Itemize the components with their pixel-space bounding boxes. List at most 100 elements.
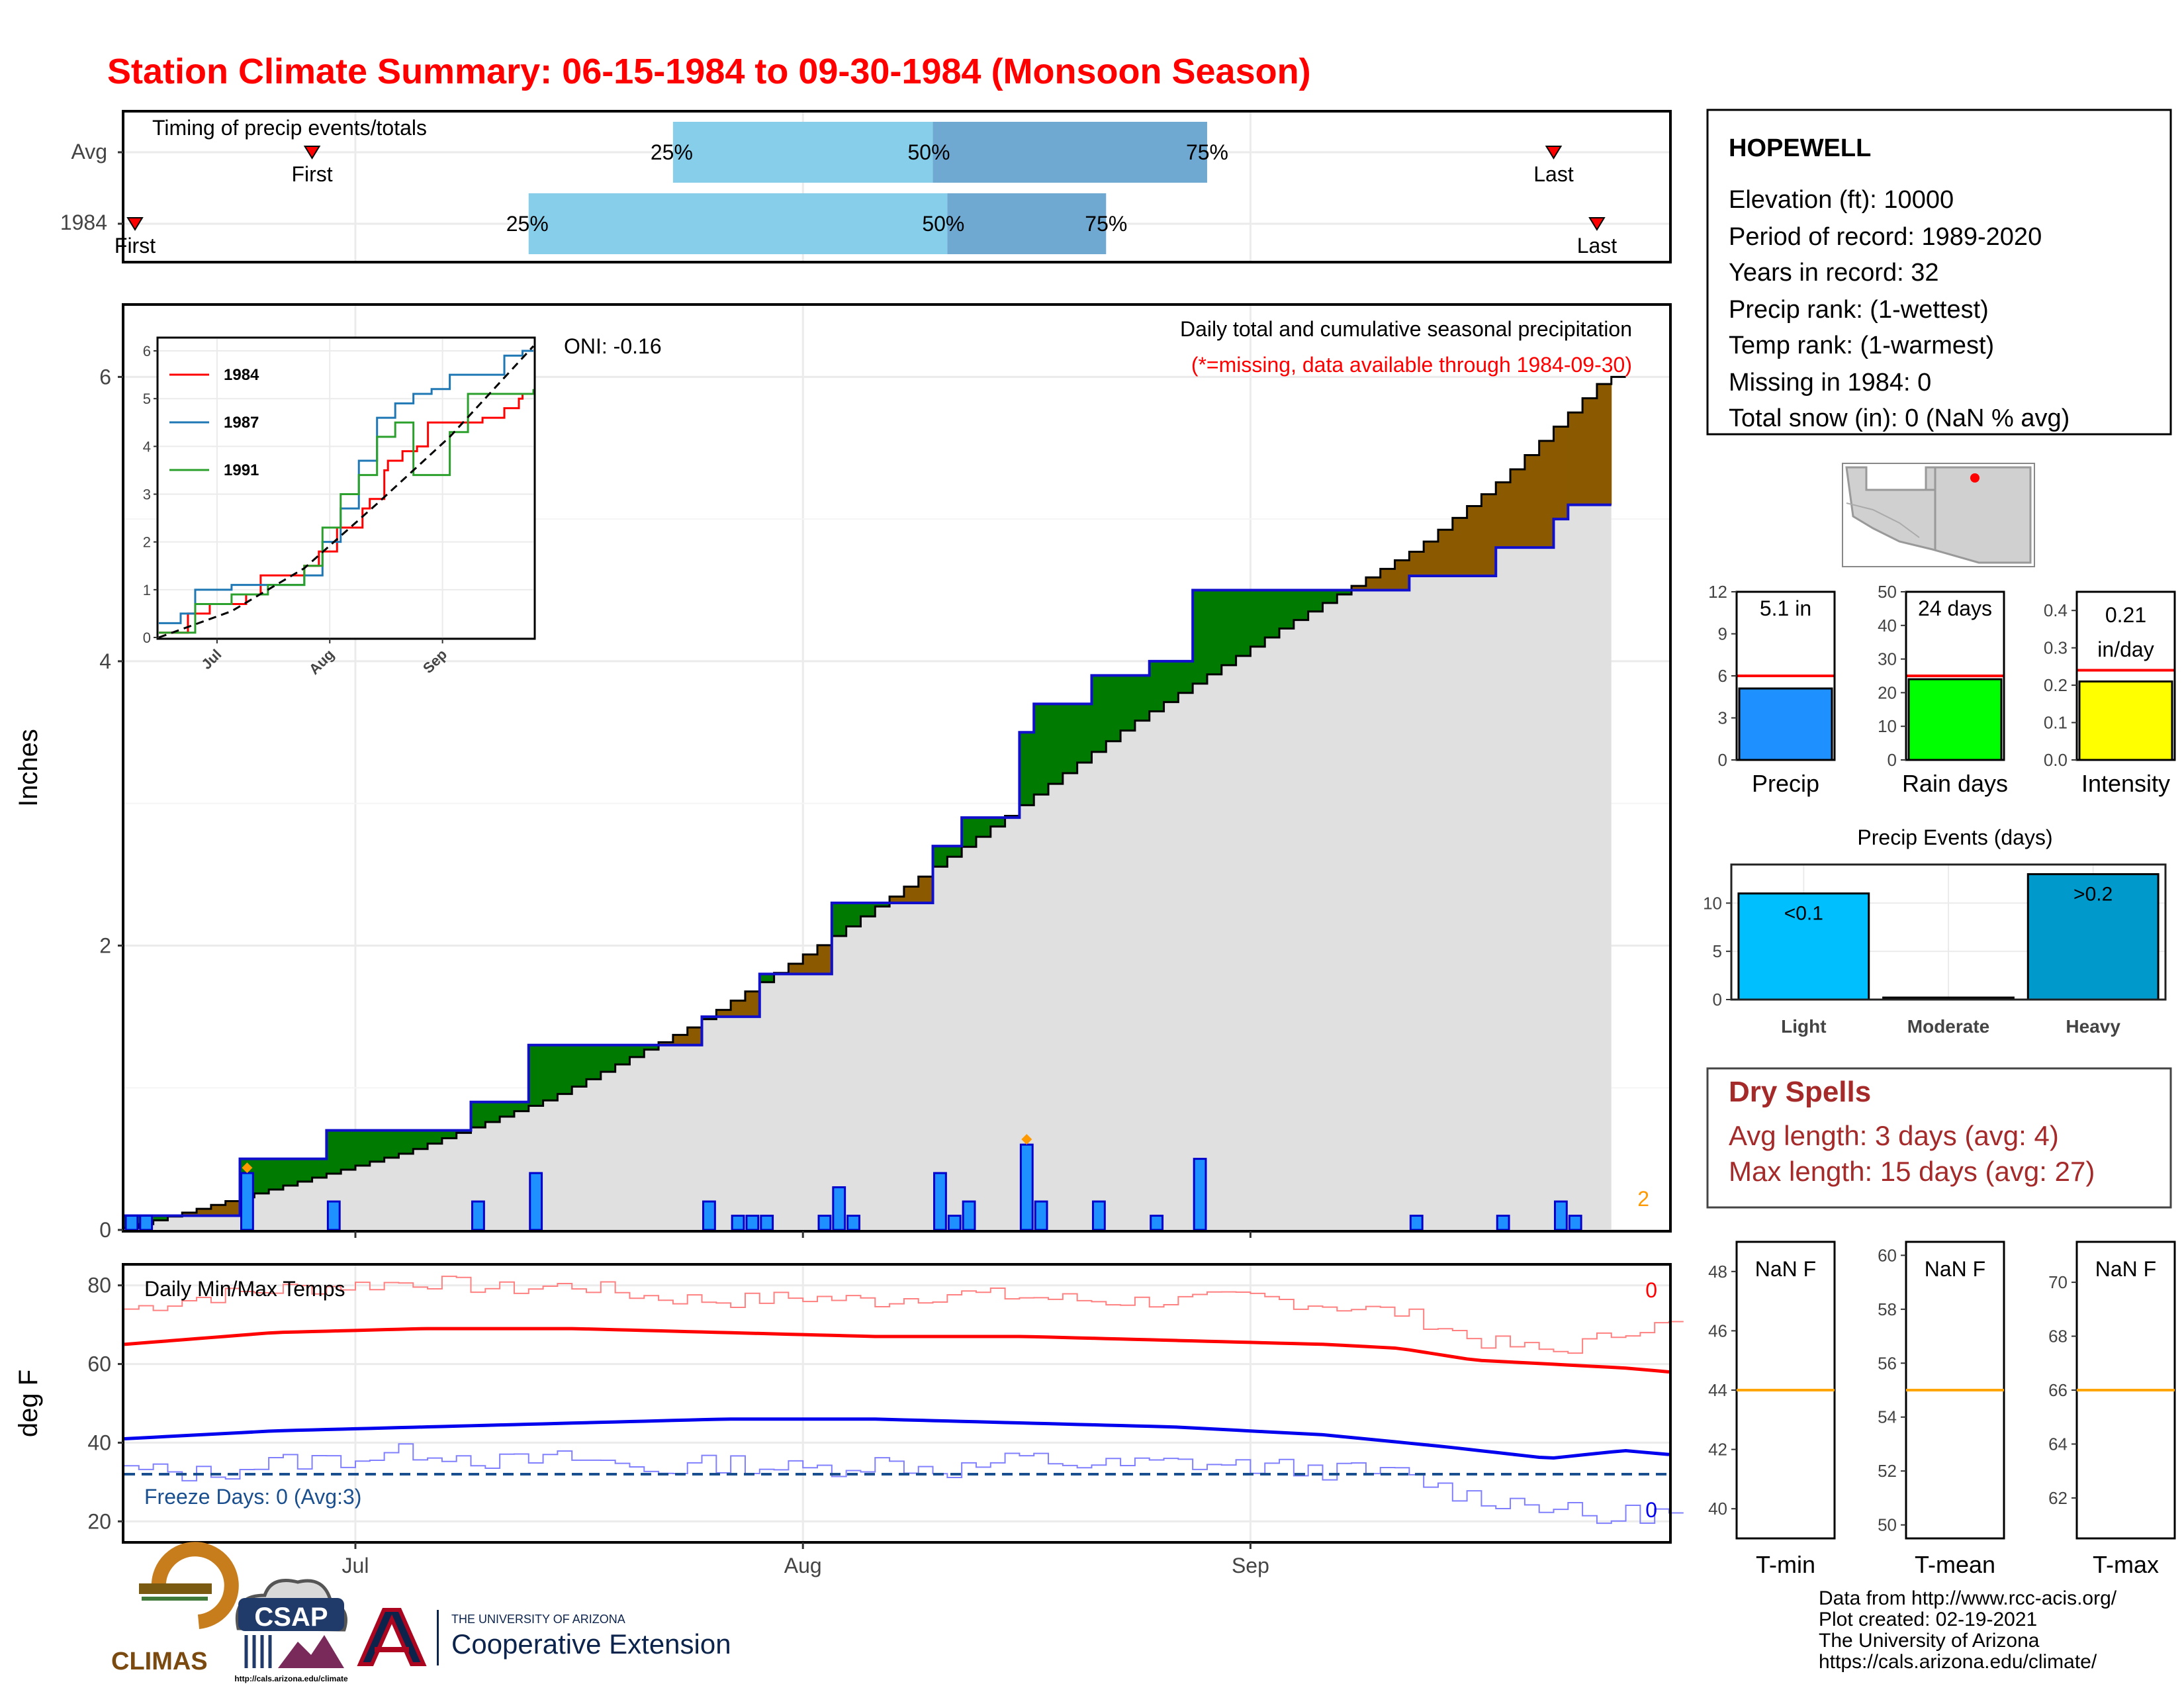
above-average-fill <box>846 903 861 927</box>
precip-ytick-label: 2 <box>99 933 111 957</box>
above-average-fill <box>586 1045 602 1080</box>
events-ytick-label: 0 <box>1713 990 1722 1009</box>
inset-legend-label: 1991 <box>224 461 259 479</box>
temp-box-ytick-label: 62 <box>2048 1488 2068 1508</box>
station-line: Years in record: 32 <box>1729 259 1939 287</box>
inset-average-line <box>158 345 535 639</box>
above-average-fill <box>962 818 977 847</box>
inset-ytick-label: 3 <box>143 487 151 503</box>
above-average-fill <box>528 1045 544 1106</box>
above-average-fill <box>615 1045 630 1065</box>
events-xtick-label: Light <box>1781 1016 1826 1037</box>
mini-ytick-label: 0.2 <box>2044 675 2068 695</box>
daily-precip-bar <box>1409 1215 1424 1231</box>
temp-box-ytick-label: 42 <box>1708 1440 1727 1460</box>
seasonal-temp-charts: 40 42 44 46 48 50 52 54 56 58 60 62 64 66 68 70 NaN F N… <box>1708 1241 2176 1578</box>
station-line: Period of record: 1989-2020 <box>1729 223 2042 251</box>
below-average-fill <box>817 945 833 974</box>
precip-ytick-label: 0 <box>99 1218 111 1242</box>
station-line: Elevation (ft): 10000 <box>1729 186 1954 214</box>
missing-marker <box>1021 1134 1032 1145</box>
above-average-fill <box>1149 661 1165 712</box>
above-average-fill <box>1221 590 1237 665</box>
inset-ytick-label: 5 <box>143 391 151 407</box>
above-average-fill <box>1134 675 1150 721</box>
above-average-fill <box>1034 704 1049 795</box>
precip-ylabel: Inches <box>14 729 43 807</box>
above-average-fill <box>428 1130 443 1144</box>
below-average-fill <box>903 886 919 904</box>
mini-ytick-label: 9 <box>1718 624 1727 644</box>
above-average-fill <box>1048 704 1064 784</box>
ua-big-text: Cooperative Extension <box>451 1628 731 1660</box>
page-title: Station Climate Summary: 06-15-1984 to 0… <box>107 52 1311 91</box>
daily-precip-bar <box>846 1215 860 1231</box>
above-average-fill <box>269 1158 284 1190</box>
mini-bar-precip <box>1738 687 1833 761</box>
mini-ytick-label: 0 <box>1888 750 1897 770</box>
below-average-fill <box>1510 469 1525 548</box>
precip-panel: 0 2 4 6 Inches Daily total and cumulative s… <box>14 303 1672 1242</box>
above-average-fill <box>312 1158 327 1178</box>
tmin-count: 0 <box>1645 1498 1657 1522</box>
temp-box-ytick-label: 44 <box>1708 1380 1727 1400</box>
climas-logo: CLIMAS <box>111 1542 239 1675</box>
below-average-fill <box>1409 551 1424 577</box>
timing-p50-label: 50% <box>922 212 964 236</box>
inset-series-1991 <box>159 389 535 634</box>
above-average-fill <box>933 846 948 867</box>
above-average-fill <box>369 1130 385 1162</box>
below-average-fill <box>1351 586 1367 590</box>
temp-box-ytick-label: 64 <box>2048 1434 2068 1454</box>
daily-precip-bar <box>832 1186 846 1231</box>
above-average-fill <box>976 818 991 837</box>
below-average-fill <box>788 963 803 974</box>
events-bar-heavy <box>2026 873 2160 1001</box>
timing-p50-label: 50% <box>908 140 950 164</box>
daily-precip-bar <box>240 1172 254 1231</box>
station-info-box: HOPEWELL Elevation (ft): 10000 Period of… <box>1706 109 2172 436</box>
daily-precip-bar <box>933 1172 947 1231</box>
below-average-fill <box>1481 494 1496 577</box>
temp-xtick-label: Jul <box>342 1554 369 1577</box>
temp-box-ytick-label: 58 <box>1878 1299 1897 1319</box>
below-average-fill <box>803 954 818 974</box>
timing-last-label: Last <box>1533 162 1574 186</box>
below-average-fill <box>889 896 905 904</box>
below-average-fill <box>716 1009 731 1017</box>
daily-precip-bar <box>1150 1215 1164 1231</box>
temp-box-ytick-label: 66 <box>2048 1380 2068 1400</box>
below-average-fill <box>1467 506 1482 577</box>
below-average-fill <box>182 1212 197 1216</box>
temp-xtick-label: Sep <box>1232 1554 1269 1577</box>
above-average-fill <box>1193 590 1208 684</box>
timing-bar-25-50 <box>528 193 948 254</box>
above-average-fill <box>759 974 775 982</box>
above-average-fill <box>875 903 890 907</box>
above-average-fill <box>500 1102 515 1117</box>
tmin-1984-line <box>124 1443 1684 1524</box>
daily-precip-bar <box>1019 1143 1034 1231</box>
precip-count-label: 2 <box>1637 1187 1649 1211</box>
tmean-caption: T-mean <box>1915 1551 1995 1578</box>
daily-precip-bar <box>326 1200 341 1231</box>
inset-series-1987 <box>159 350 533 624</box>
above-average-fill <box>1337 590 1352 594</box>
below-average-fill <box>1365 577 1381 590</box>
daily-precip-bar <box>1553 1200 1568 1231</box>
cumulative-1984-line <box>124 503 1612 1217</box>
precip-total-label: 5.1 in <box>1760 596 1811 620</box>
daily-precip-bar <box>962 1200 976 1231</box>
above-average-fill <box>1120 675 1136 731</box>
events-bar-label: <0.1 <box>1784 903 1823 925</box>
rain-days-bar-caption: Rain days <box>1902 770 2008 797</box>
temp-ytick-label: 60 <box>87 1352 111 1376</box>
daily-precip-bar <box>1568 1215 1582 1231</box>
missing-marker <box>242 1162 253 1174</box>
csap-text: CSAP <box>254 1603 328 1632</box>
precip-events-chart: Precip Events (days) <0.1 Light Moderate >0… <box>1703 825 2167 1037</box>
footer-line: The University of Arizona <box>1819 1630 2040 1652</box>
above-average-fill <box>1308 590 1323 612</box>
